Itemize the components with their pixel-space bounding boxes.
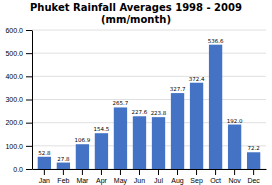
x-tick-label: Oct — [210, 177, 221, 184]
data-label: 154.5 — [94, 126, 110, 132]
grid-line — [32, 76, 266, 77]
x-tick: Apr — [96, 169, 108, 185]
bar — [247, 152, 260, 169]
x-tick-mark — [196, 169, 197, 175]
bars — [38, 45, 261, 169]
y-tick-mark — [26, 30, 32, 31]
x-tick-label: Mar — [76, 177, 89, 184]
y-tick-mark — [26, 146, 32, 147]
x-tick-mark — [101, 169, 102, 175]
title: Phuket Rainfall Averages 1998 - 2009(mm/… — [30, 2, 242, 25]
x-tick-mark — [120, 169, 121, 175]
x-tick-mark — [177, 169, 178, 175]
y-tick-mark — [26, 53, 32, 54]
y-tick-mark — [26, 100, 32, 101]
y-tick-label: 200.0 — [5, 119, 23, 126]
x-tick-label: Apr — [96, 177, 108, 185]
x-tick: Jun — [134, 169, 145, 184]
x-tick-mark — [139, 169, 140, 175]
data-label: 192.0 — [227, 118, 243, 124]
x-tick-label: Jul — [154, 177, 163, 184]
bar — [190, 83, 203, 169]
data-label: 52.8 — [38, 150, 51, 156]
plot-area: 0.0 100.0 200.0 300.0 400.0 500.0 600.0 Jan Feb M… — [5, 27, 266, 185]
x-tick-label: May — [114, 177, 128, 185]
y-axis-line — [32, 31, 33, 170]
y-tick-label: 400.0 — [5, 73, 23, 80]
x-axis: Jan Feb Mar Apr May Jun Jul Aug Sep Oct Nov Dec — [33, 169, 267, 185]
data-label: 227.6 — [132, 109, 148, 115]
y-axis: 0.0 100.0 200.0 300.0 400.0 500.0 600.0 — [5, 27, 32, 173]
x-tick-mark — [234, 169, 235, 175]
x-tick: Mar — [76, 169, 89, 184]
x-tick: Dec — [247, 169, 260, 184]
bar — [152, 117, 165, 169]
bar — [76, 144, 89, 169]
x-tick: Nov — [228, 169, 241, 184]
bar — [171, 93, 184, 169]
data-label: 27.8 — [57, 156, 70, 162]
bar — [114, 107, 127, 169]
x-tick-label: Jan — [39, 177, 50, 184]
data-label: 223.8 — [151, 110, 167, 116]
data-label: 106.9 — [75, 137, 91, 143]
x-tick-label: Nov — [228, 177, 241, 184]
grid — [32, 30, 266, 169]
x-tick: Jan — [39, 169, 50, 184]
x-tick: Sep — [190, 169, 203, 185]
y-tick-label: 300.0 — [5, 96, 23, 103]
bar — [95, 133, 108, 169]
x-tick-label: Sep — [190, 177, 203, 185]
y-tick-mark — [26, 123, 32, 124]
y-tick-mark — [26, 169, 32, 170]
grid-line — [32, 30, 266, 31]
bar — [38, 157, 51, 169]
y-tick-label: 0.0 — [13, 166, 23, 173]
y-tick-label: 100.0 — [5, 143, 23, 150]
x-axis-line — [33, 169, 267, 170]
y-tick-mark — [26, 76, 32, 77]
x-tick-mark — [44, 169, 45, 175]
x-tick: Feb — [57, 169, 69, 184]
data-label: 327.7 — [170, 86, 186, 92]
x-tick: Oct — [210, 169, 221, 184]
bar — [57, 163, 70, 169]
bar — [228, 125, 241, 169]
y-tick: 500.0 — [5, 50, 32, 57]
x-tick: Aug — [171, 169, 184, 185]
y-tick: 400.0 — [5, 73, 32, 80]
x-tick-mark — [158, 169, 159, 175]
data-label: 72.2 — [248, 145, 260, 151]
data-label: 265.7 — [113, 100, 129, 106]
x-tick-mark — [63, 169, 64, 175]
x-tick-label: Feb — [57, 177, 69, 184]
y-tick-label: 600.0 — [5, 27, 23, 34]
x-tick: Jul — [154, 169, 163, 184]
y-tick: 300.0 — [5, 96, 32, 103]
y-tick: 600.0 — [5, 27, 32, 34]
y-tick-label: 500.0 — [5, 50, 23, 57]
x-tick-mark — [82, 169, 83, 175]
x-tick-label: Jun — [134, 177, 145, 184]
x-tick-mark — [215, 169, 216, 175]
y-tick: 0.0 — [13, 166, 32, 173]
grid-line — [32, 53, 266, 54]
grid-line — [32, 99, 266, 100]
y-tick: 200.0 — [5, 119, 32, 126]
x-tick-label: Dec — [247, 177, 260, 184]
x-tick-mark — [253, 169, 254, 175]
data-labels: 52.8 27.8 106.9154.5 265.7227.6223.8 327.737… — [38, 38, 260, 162]
bar — [209, 45, 222, 169]
x-tick-label: Aug — [171, 177, 184, 185]
x-tick: May — [114, 169, 128, 185]
data-label: 372.4 — [189, 76, 205, 82]
chart: Phuket Rainfall Averages 1998 - 2009(mm/… — [0, 0, 272, 185]
y-tick: 100.0 — [5, 143, 32, 150]
data-label: 536.6 — [208, 38, 224, 44]
bar — [133, 116, 146, 169]
